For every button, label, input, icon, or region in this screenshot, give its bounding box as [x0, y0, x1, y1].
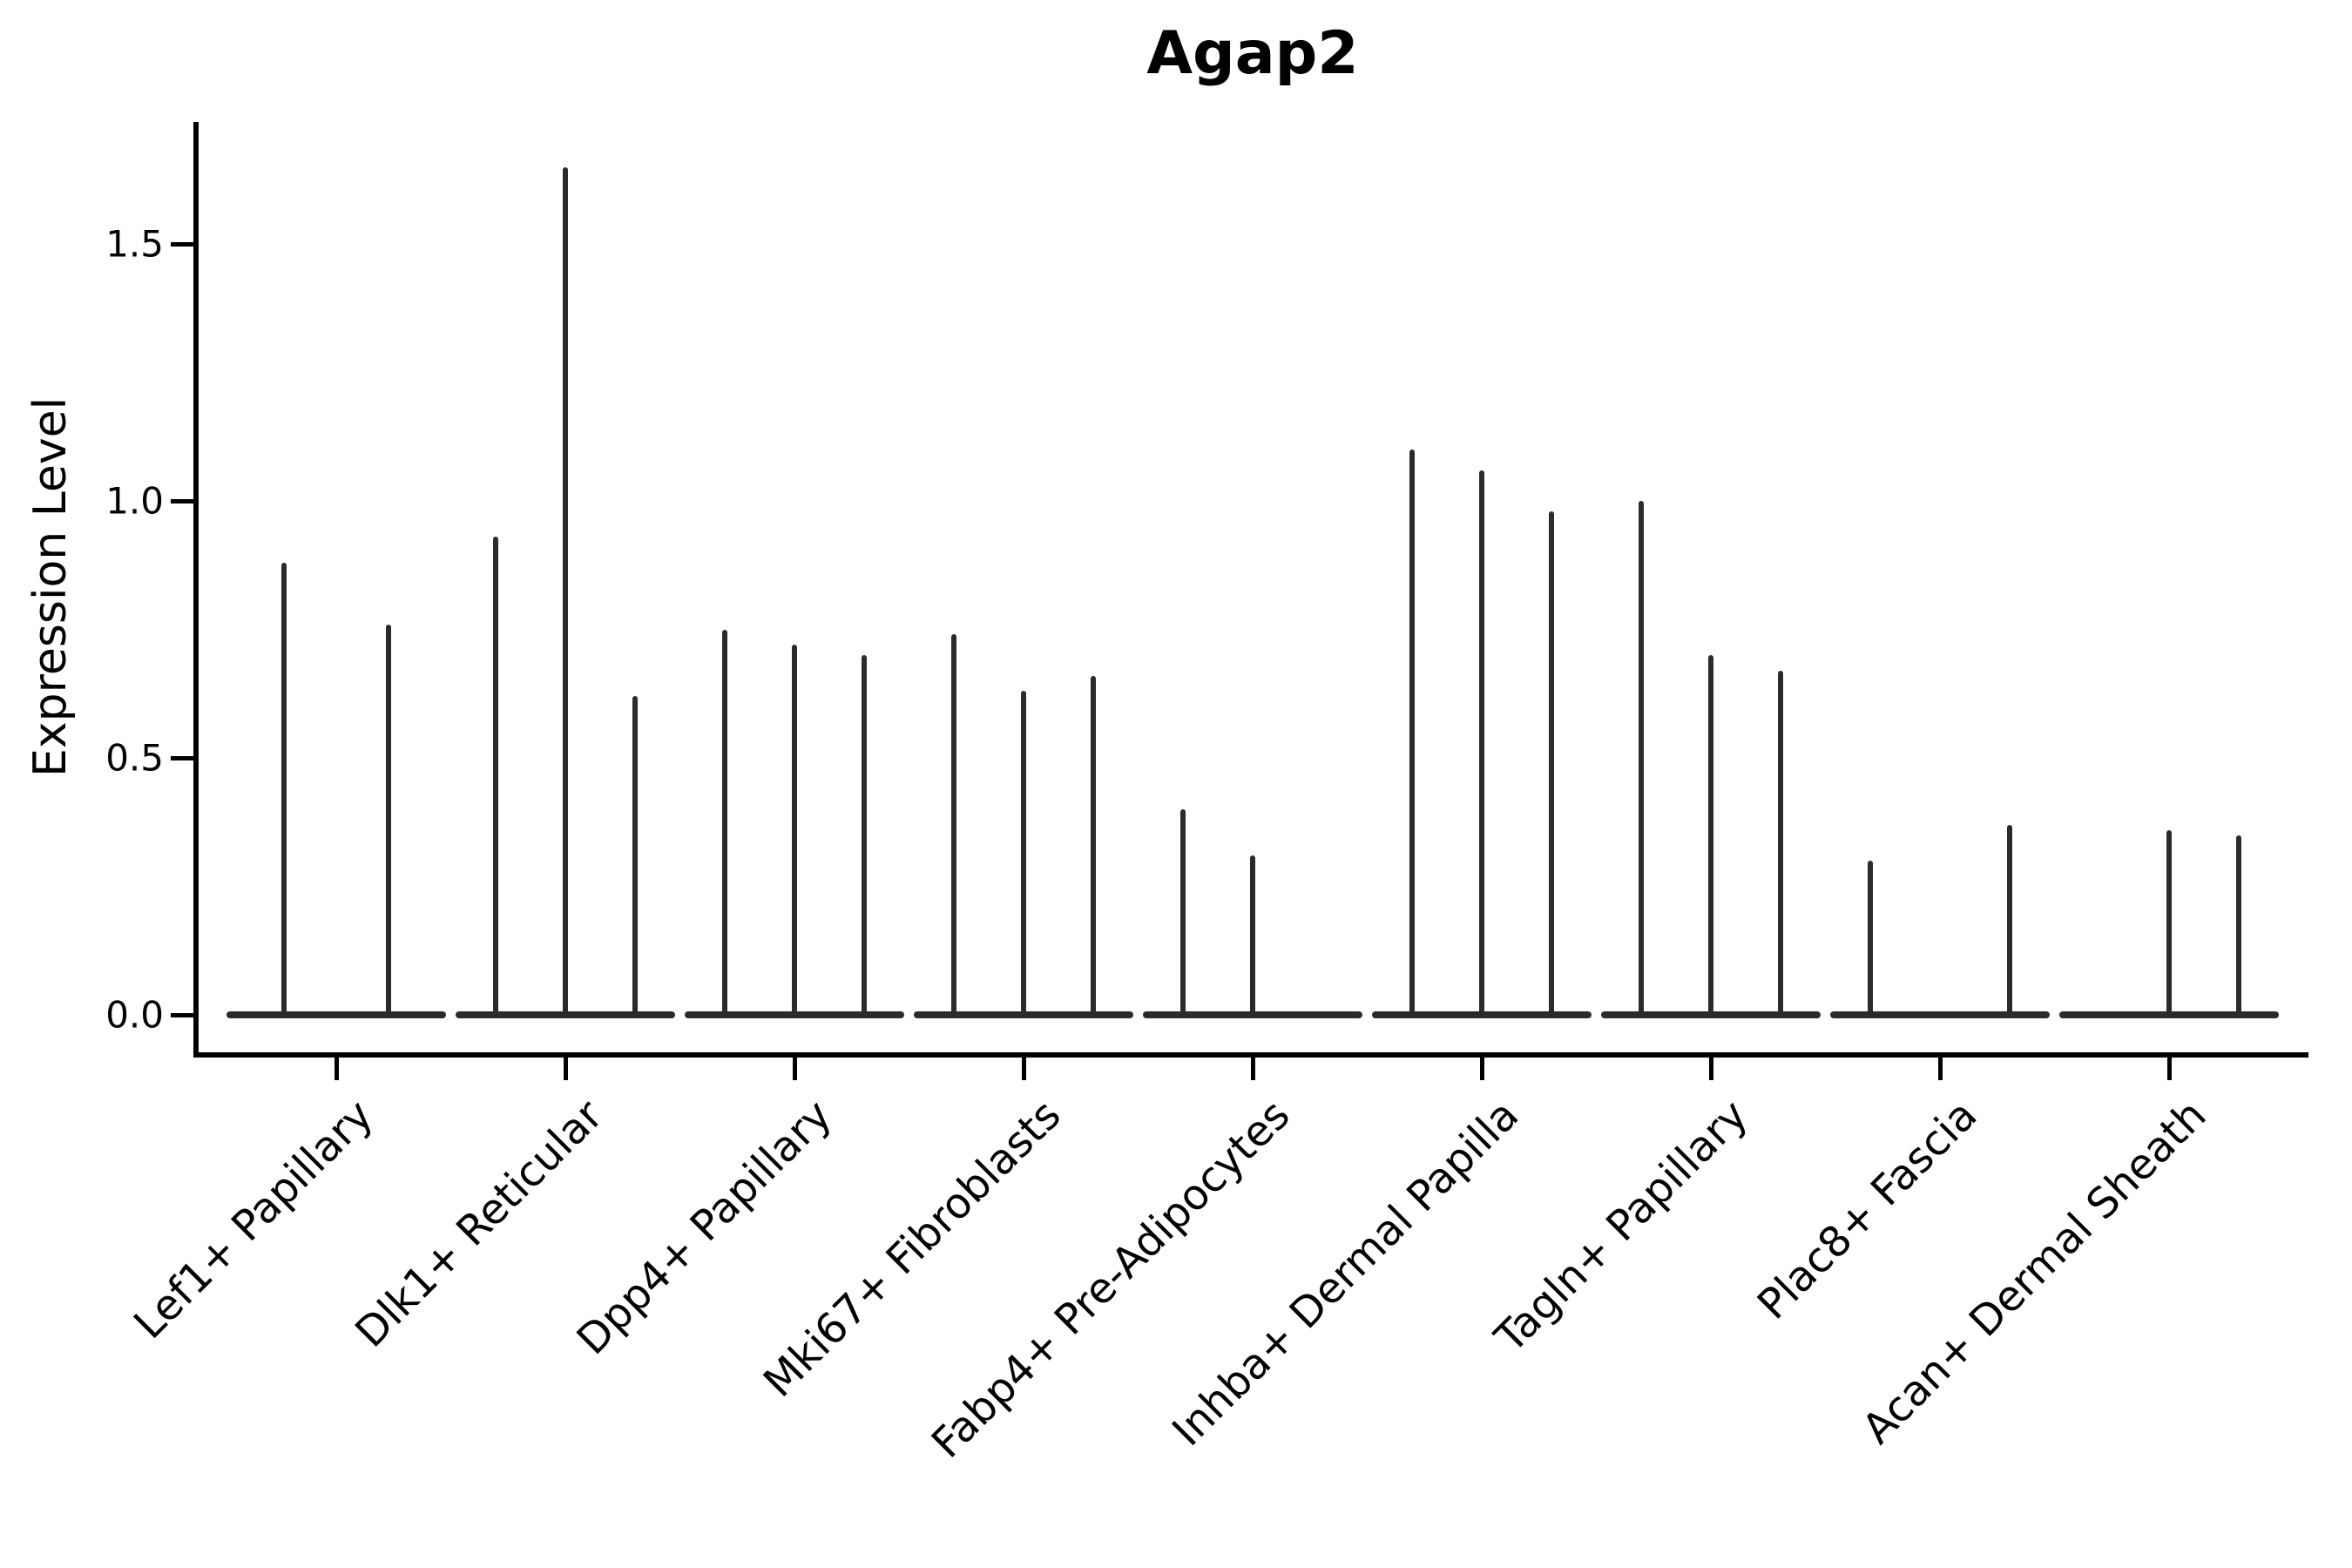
x-tick-mark: [1937, 1058, 1943, 1080]
x-tick-mark: [1250, 1058, 1255, 1080]
violin-spike: [1409, 449, 1415, 1017]
y-tick-label: 0.5: [105, 736, 164, 780]
violin-spike: [2007, 824, 2012, 1017]
category-tick-label: Tagln+ Papillary: [1485, 1091, 1758, 1362]
violin-spike: [1091, 675, 1096, 1017]
y-tick-mark: [171, 241, 193, 247]
y-tick-mark: [171, 1012, 193, 1017]
violin-spike: [1180, 809, 1186, 1017]
x-tick-mark: [1708, 1058, 1713, 1080]
violin-spike: [1250, 855, 1255, 1017]
y-tick-label: 0.0: [105, 993, 164, 1037]
violin-spike: [1639, 501, 1644, 1017]
violin-spike: [1708, 655, 1713, 1017]
violin-spike: [1868, 861, 1873, 1017]
category-tick-label: Plac8+ Fascia: [1748, 1091, 1987, 1329]
y-tick-mark: [171, 755, 193, 760]
y-tick-label: 1.5: [105, 222, 164, 266]
chart-title: Agap2: [1146, 19, 1359, 88]
category-tick-label: Dpp4+ Papillary: [567, 1091, 841, 1365]
violin-spike: [281, 562, 287, 1017]
x-tick-mark: [2166, 1058, 2172, 1080]
category-tick-label: Lef1+ Papillary: [125, 1091, 383, 1348]
category-tick-label: Dlk1+ Reticular: [345, 1091, 612, 1357]
violin-spike: [2166, 829, 2172, 1017]
y-tick-mark: [171, 498, 193, 504]
violin-spike: [632, 696, 638, 1017]
violin-spike: [1778, 670, 1783, 1017]
violin-spike: [1549, 510, 1554, 1017]
violin-baseline: [1830, 1011, 2050, 1018]
violin-spike: [1479, 470, 1484, 1017]
violin-spike: [722, 629, 727, 1017]
violin-spike: [386, 624, 391, 1017]
y-tick-label: 1.0: [105, 479, 164, 523]
x-tick-mark: [1021, 1058, 1026, 1080]
y-axis-spine: [193, 122, 199, 1058]
violin-spike: [1021, 691, 1026, 1017]
violin-spike: [951, 634, 956, 1017]
violin-spike: [862, 655, 867, 1017]
x-tick-mark: [334, 1058, 339, 1080]
x-tick-mark: [1479, 1058, 1484, 1080]
y-axis-label: Expression Level: [24, 396, 77, 778]
violin-spike: [2236, 835, 2241, 1017]
violin-spike: [493, 537, 498, 1017]
violin-baseline: [226, 1011, 446, 1018]
violin-spike: [563, 166, 568, 1017]
violin-spike: [792, 645, 797, 1017]
x-axis-spine: [193, 1052, 2308, 1058]
x-tick-mark: [792, 1058, 797, 1080]
x-tick-mark: [563, 1058, 568, 1080]
